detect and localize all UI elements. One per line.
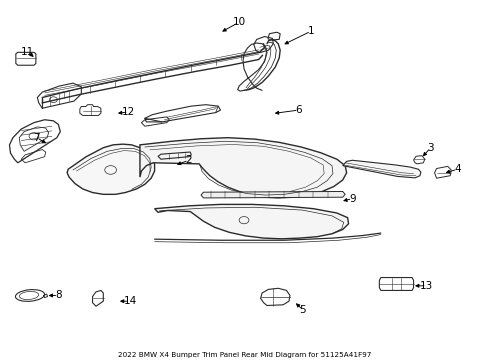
Text: 6: 6 — [295, 105, 302, 115]
Text: 10: 10 — [233, 17, 245, 27]
Polygon shape — [67, 144, 155, 194]
Text: 13: 13 — [420, 281, 433, 291]
Text: 1: 1 — [308, 26, 314, 36]
Text: 3: 3 — [427, 143, 434, 153]
Text: 9: 9 — [349, 194, 356, 204]
Text: 12: 12 — [122, 107, 135, 117]
Text: 11: 11 — [21, 46, 34, 57]
Text: 2022 BMW X4 Bumper Trim Panel Rear Mid Diagram for 51125A41F97: 2022 BMW X4 Bumper Trim Panel Rear Mid D… — [118, 352, 372, 358]
Text: 14: 14 — [123, 296, 137, 306]
Polygon shape — [201, 192, 345, 198]
Polygon shape — [140, 138, 346, 198]
Text: 8: 8 — [55, 291, 62, 301]
Text: 5: 5 — [299, 305, 306, 315]
Polygon shape — [155, 204, 348, 239]
Text: 2: 2 — [186, 155, 192, 165]
Text: 4: 4 — [454, 164, 461, 174]
Text: 7: 7 — [33, 133, 40, 143]
Polygon shape — [343, 160, 421, 178]
